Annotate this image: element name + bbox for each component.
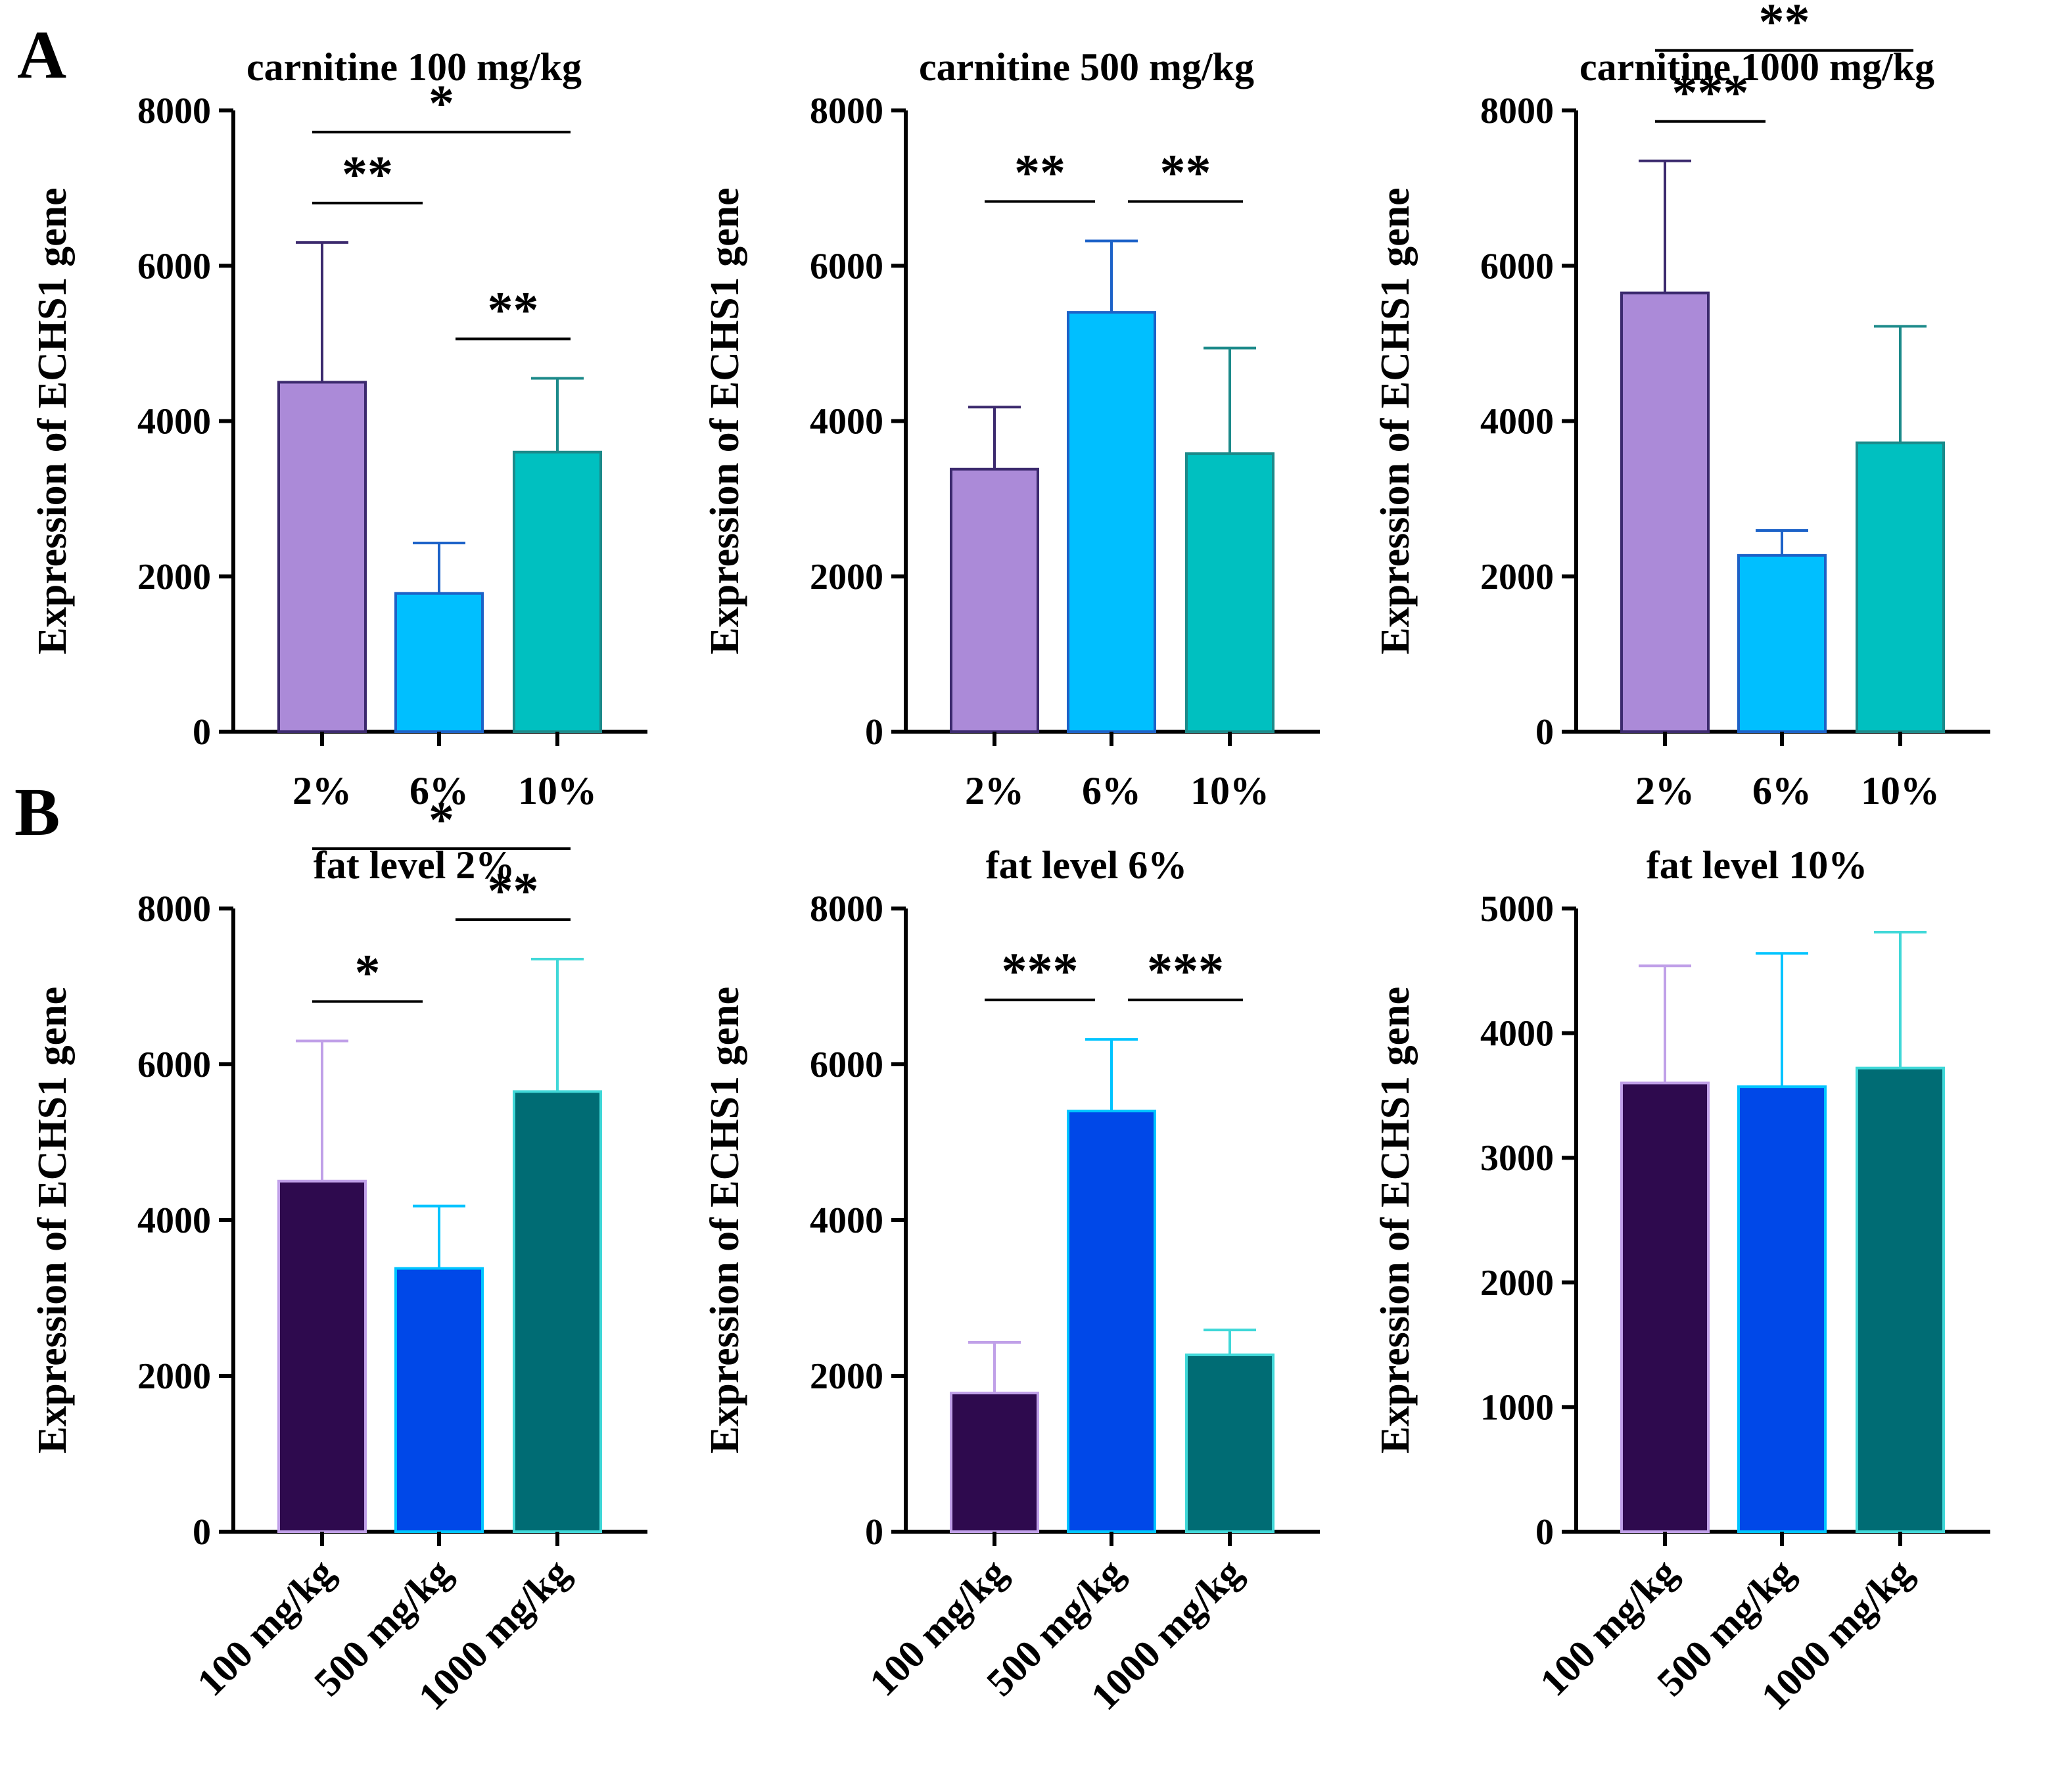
significance-label: ** xyxy=(1014,143,1065,200)
bar xyxy=(950,1392,1039,1534)
significance-label: ** xyxy=(1160,143,1211,200)
chart-title: carnitine 500 mg/kg xyxy=(919,45,1254,89)
chart-title: carnitine 1000 mg/kg xyxy=(1579,45,1934,89)
chart-1: carnitine 100 mg/kg Expression of ECHS1 g… xyxy=(30,45,647,813)
significance-label: * xyxy=(429,791,454,848)
significance-label: ** xyxy=(342,145,393,202)
chart-3: carnitine 1000 mg/kg Expression of ECHS1 … xyxy=(1373,0,1990,813)
bar xyxy=(513,1090,602,1533)
y-tick-label: 6000 xyxy=(810,246,883,287)
bar xyxy=(1185,1354,1275,1533)
y-axis-label: Expression of ECHS1 gene xyxy=(30,987,75,1453)
y-tick-label: 5000 xyxy=(1480,889,1554,930)
significance-label: ** xyxy=(1759,0,1810,50)
y-axis-label: Expression of ECHS1 gene xyxy=(1373,987,1418,1453)
y-tick-label: 2000 xyxy=(1480,557,1554,598)
y-tick-label: 8000 xyxy=(137,889,211,930)
y-tick-label: 2000 xyxy=(1480,1263,1554,1304)
x-tick-label: 10% xyxy=(1861,769,1940,813)
y-tick-label: 4000 xyxy=(1480,1014,1554,1054)
bar xyxy=(394,1267,484,1533)
significance-label: ** xyxy=(488,862,539,919)
y-axis-label: Expression of ECHS1 gene xyxy=(30,187,75,654)
y-tick-label: 8000 xyxy=(1480,91,1554,131)
y-tick-label: 4000 xyxy=(137,1200,211,1241)
y-tick-label: 6000 xyxy=(1480,246,1554,287)
bar xyxy=(1856,1066,1945,1533)
y-tick-label: 8000 xyxy=(137,91,211,131)
y-tick-label: 4000 xyxy=(810,1200,883,1241)
significance-label: *** xyxy=(1147,942,1224,999)
panel-label-a: A xyxy=(17,17,66,93)
y-axis-label: Expression of ECHS1 gene xyxy=(703,987,747,1453)
y-tick-label: 4000 xyxy=(1480,402,1554,442)
y-tick-label: 2000 xyxy=(137,557,211,598)
x-tick-label: 6% xyxy=(1082,769,1141,813)
bar xyxy=(950,467,1039,733)
x-tick-label: 10% xyxy=(518,769,597,813)
significance-label: * xyxy=(355,943,381,1001)
y-tick-label: 4000 xyxy=(810,402,883,442)
significance-label: *** xyxy=(1002,942,1079,999)
y-tick-label: 0 xyxy=(865,1512,883,1553)
y-tick-label: 6000 xyxy=(137,246,211,287)
y-tick-label: 8000 xyxy=(810,91,883,131)
y-tick-label: 4000 xyxy=(137,402,211,442)
y-tick-label: 8000 xyxy=(810,889,883,930)
chart-2: carnitine 500 mg/kg Expression of ECHS1 g… xyxy=(703,45,1320,813)
bar xyxy=(1737,554,1827,733)
chart-title: fat level 10% xyxy=(1647,843,1868,887)
x-tick-label: 6% xyxy=(1752,769,1812,813)
y-tick-label: 0 xyxy=(193,1512,211,1553)
chart-5: fat level 6% Expression of ECHS1 gene 0 200… xyxy=(703,843,1320,1718)
significance-label: ** xyxy=(488,281,539,339)
bar xyxy=(1067,311,1156,733)
bar xyxy=(1620,1081,1710,1533)
bar xyxy=(513,450,602,733)
y-tick-label: 0 xyxy=(865,712,883,753)
bar xyxy=(1185,452,1275,733)
y-tick-label: 0 xyxy=(193,712,211,753)
panel-label-b: B xyxy=(14,774,60,850)
bar xyxy=(1737,1085,1827,1534)
y-tick-label: 2000 xyxy=(137,1356,211,1397)
y-tick-label: 2000 xyxy=(810,557,883,598)
y-tick-label: 1000 xyxy=(1480,1387,1554,1428)
x-tick-label: 2% xyxy=(965,769,1024,813)
y-axis-label: Expression of ECHS1 gene xyxy=(1373,187,1418,654)
bar xyxy=(1067,1110,1156,1533)
bar xyxy=(277,1179,367,1533)
y-tick-label: 6000 xyxy=(810,1045,883,1085)
x-tick-label: 2% xyxy=(292,769,352,813)
bar xyxy=(1620,291,1710,733)
bar xyxy=(1856,441,1945,733)
significance-label: * xyxy=(429,74,454,131)
x-tick-label: 6% xyxy=(409,769,469,813)
chart-title: fat level 6% xyxy=(986,843,1188,887)
y-tick-label: 0 xyxy=(1535,1512,1554,1553)
y-tick-label: 3000 xyxy=(1480,1138,1554,1179)
chart-6: fat level 10% Expression of ECHS1 gene 0 10… xyxy=(1373,843,1990,1718)
y-tick-label: 2000 xyxy=(810,1356,883,1397)
y-axis-label: Expression of ECHS1 gene xyxy=(703,187,747,654)
bar xyxy=(277,381,367,733)
x-tick-label: 10% xyxy=(1190,769,1269,813)
y-tick-label: 0 xyxy=(1535,712,1554,753)
significance-label: *** xyxy=(1672,64,1749,121)
chart-4: fat level 2% Expression of ECHS1 gene 0 200… xyxy=(30,791,647,1718)
chart-title: carnitine 100 mg/kg xyxy=(246,45,582,89)
chart-title: fat level 2% xyxy=(314,843,515,887)
x-tick-label: 2% xyxy=(1635,769,1695,813)
y-tick-label: 6000 xyxy=(137,1045,211,1085)
bar xyxy=(394,592,484,733)
